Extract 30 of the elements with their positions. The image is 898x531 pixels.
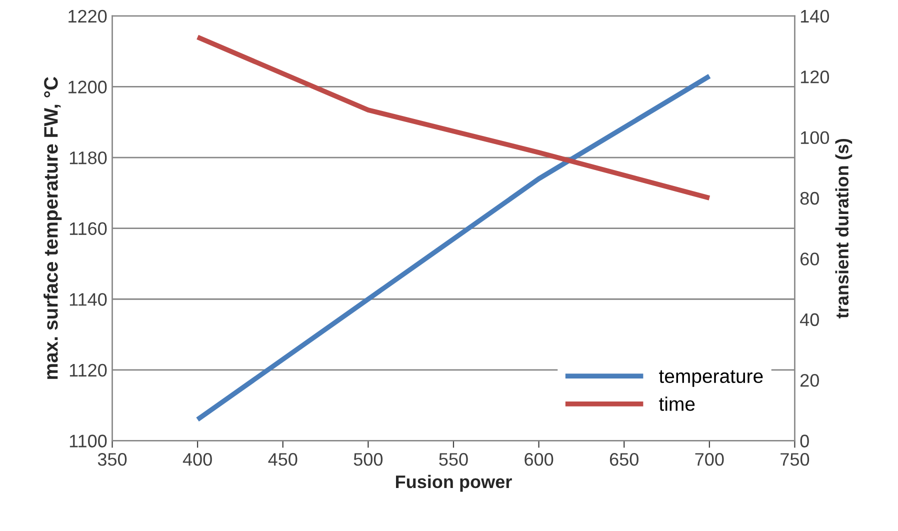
y-tick-label: 1120 — [70, 364, 107, 377]
y-tick-label: 1140 — [70, 293, 107, 306]
y-tick-label: 1100 — [70, 434, 107, 448]
x-tick-label: 600 — [524, 453, 554, 466]
x-tick-label: 500 — [354, 453, 383, 466]
y2-tick-label: 140 — [800, 10, 830, 23]
y-axis-title: max. surface temperature FW, °C — [44, 76, 62, 379]
x-tick-label: 450 — [268, 453, 298, 466]
x-tick-label: 400 — [182, 453, 212, 466]
x-tick-label: 750 — [780, 453, 810, 466]
legend-label: time — [659, 396, 695, 411]
y2-tick-label: 60 — [800, 252, 819, 266]
y-tick-label: 1160 — [70, 222, 107, 236]
y2-tick-label: 80 — [800, 192, 819, 205]
y-tick-label: 1200 — [68, 80, 107, 94]
y2-axis-title: transient duration (s) — [835, 138, 852, 318]
y2-tick-label: 40 — [800, 313, 819, 326]
y2-tick-label: 120 — [800, 70, 830, 84]
y-tick-label: 1180 — [70, 151, 107, 164]
y2-tick-label: 0 — [800, 434, 809, 448]
y2-tick-label: 100 — [800, 131, 830, 144]
x-tick-label: 700 — [695, 453, 724, 466]
x-tick-label: 550 — [439, 453, 468, 466]
x-tick-label: 350 — [98, 453, 127, 466]
y2-tick-label: 20 — [800, 374, 819, 387]
line-series — [195, 34, 712, 200]
legend-label: temperature — [659, 370, 763, 387]
x-tick-label: 650 — [610, 453, 638, 466]
y-tick-label: 1220 — [68, 10, 107, 23]
x-axis-title: Fusion power — [396, 474, 512, 492]
